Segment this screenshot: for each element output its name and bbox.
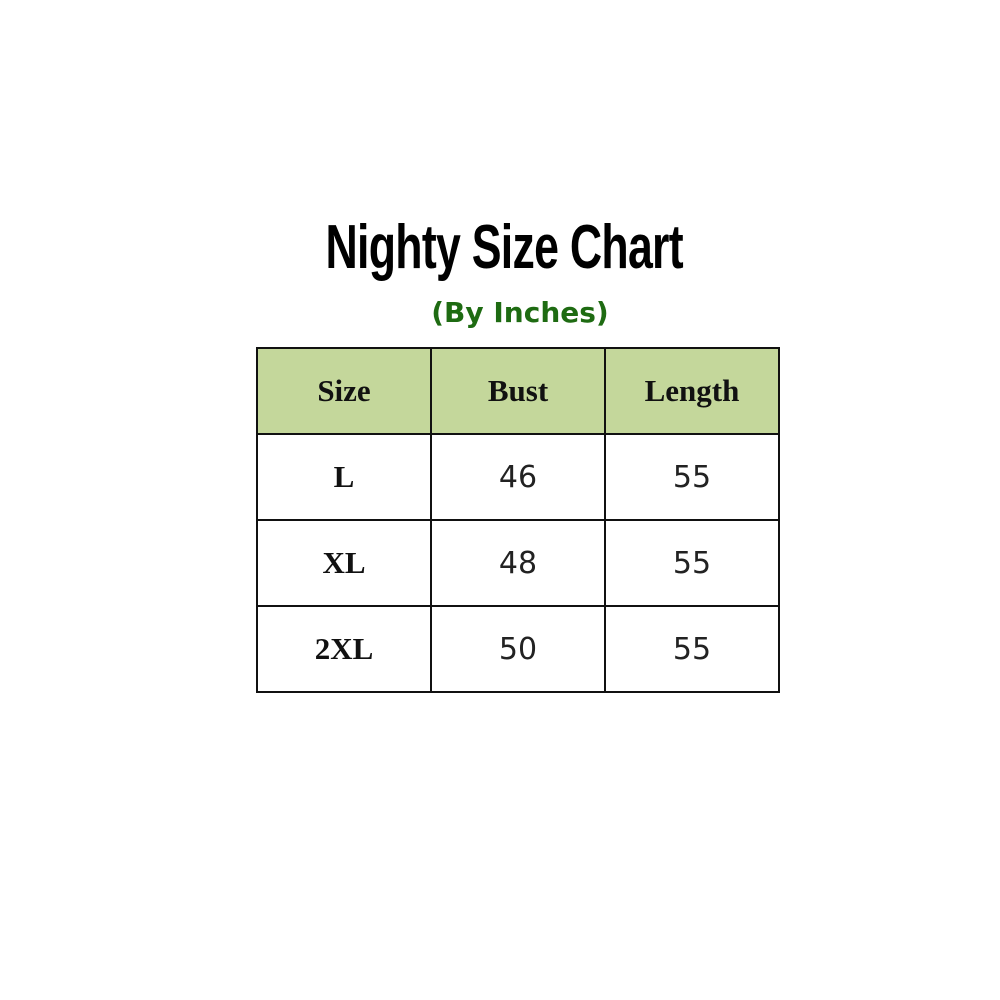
table-row: XL 48 55: [256, 519, 780, 607]
cell-bust: 48: [430, 519, 606, 607]
cell-length: 55: [604, 519, 780, 607]
header-size: Size: [256, 347, 432, 435]
table-row: 2XL 50 55: [256, 605, 780, 693]
page-subtitle: (By Inches): [431, 296, 609, 329]
table-row: L 46 55: [256, 433, 780, 521]
size-table: Size Bust Length L 46 55 XL 48 55 2XL 50…: [256, 347, 780, 693]
cell-size: L: [256, 433, 432, 521]
cell-bust: 46: [430, 433, 606, 521]
cell-size: 2XL: [256, 605, 432, 693]
page-title: Nighty Size Chart: [325, 213, 684, 282]
cell-length: 55: [604, 605, 780, 693]
table-header-row: Size Bust Length: [256, 347, 780, 435]
cell-bust: 50: [430, 605, 606, 693]
cell-length: 55: [604, 433, 780, 521]
header-bust: Bust: [430, 347, 606, 435]
header-length: Length: [604, 347, 780, 435]
cell-size: XL: [256, 519, 432, 607]
